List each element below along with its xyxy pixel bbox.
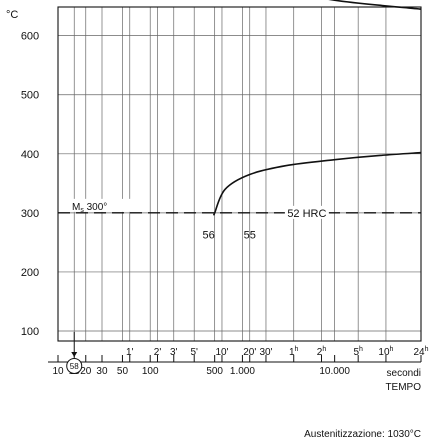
time-bottom-label-100: 100 — [142, 366, 159, 377]
reference-lines: Ac1 850°Ms 300° — [58, 198, 421, 214]
y-tick-label-100: 100 — [21, 326, 39, 338]
hardness-label-56-6: 56 — [203, 230, 215, 242]
plot-frame — [48, 6, 422, 363]
x-axis-title: TEMPO — [385, 382, 421, 393]
time-top-label-24h: 24h — [413, 346, 428, 358]
time-top-label-5h: 5h — [353, 346, 363, 358]
time-bottom-label-1-000: 1.000 — [230, 366, 255, 377]
footnote-austenitization: Austenitizzazione: 1030°C — [304, 429, 421, 440]
y-tick-label-200: 200 — [21, 267, 39, 279]
initial-hardness-value: 58 — [70, 362, 79, 371]
y-tick-label-300: 300 — [21, 208, 39, 220]
time-bottom-label-10-000: 10.000 — [319, 366, 350, 377]
reference-label-ms-300: Ms 300° — [72, 202, 107, 214]
time-bottom-label-30: 30 — [96, 366, 108, 377]
hardness-labels: 221814HRC2832565552 HRC — [203, 205, 329, 242]
time-top-label-3: 3' — [170, 347, 178, 358]
y-axis-unit-label: °C — [6, 9, 18, 21]
hardness-label-52-hrc-8: 52 HRC — [287, 208, 326, 220]
time-top-label-5: 5' — [190, 347, 198, 358]
x-axis-unit-label: secondi — [387, 368, 421, 379]
curve-bainite-start — [213, 151, 422, 216]
time-top-label-2h: 2h — [317, 346, 327, 358]
time-top-label-20: 20' — [243, 347, 256, 358]
grid — [57, 7, 422, 341]
initial-hardness-marker: 58 — [66, 331, 83, 374]
time-tick-labels-top: 1' 2' 3' 5' 10' 20' 30' 1h 2h 5h 10h 24h — [126, 346, 429, 358]
hardness-label-bg-8 — [284, 205, 329, 219]
y-tick-label-400: 400 — [21, 149, 39, 161]
time-top-label-1h: 1h — [289, 346, 299, 358]
y-tick-label-600: 600 — [21, 31, 39, 43]
time-top-label-10h: 10h — [378, 346, 393, 358]
time-bottom-label-10: 10 — [52, 366, 64, 377]
time-top-label-2: 2' — [154, 347, 162, 358]
initial-hardness-circle — [66, 357, 83, 374]
curve-pearlite-start — [328, 0, 422, 10]
y-tick-label-500: 500 — [21, 90, 39, 102]
time-top-label-10: 10' — [215, 347, 228, 358]
transformation-curves — [213, 0, 422, 216]
y-axis-tick-labels: 100200300400500600700800900 — [21, 31, 39, 338]
time-bottom-label-500: 500 — [206, 366, 223, 377]
time-bottom-label-20: 20 — [80, 366, 92, 377]
reference-label-bg-ms-300 — [70, 198, 146, 212]
time-bottom-label-50: 50 — [117, 366, 129, 377]
hardness-label-55-7: 55 — [244, 230, 256, 242]
time-top-label-30: 30' — [259, 347, 272, 358]
time-top-label-1: 1' — [126, 347, 134, 358]
initial-hardness-arrow-head — [71, 351, 78, 357]
plot-border — [57, 6, 422, 342]
